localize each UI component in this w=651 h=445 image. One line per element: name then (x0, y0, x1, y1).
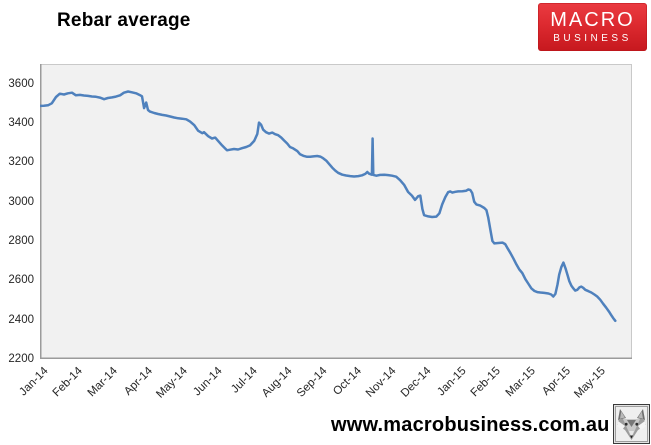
y-axis-tick-label: 3400 (8, 117, 34, 129)
x-axis-tick-label: Feb-15 (468, 365, 504, 400)
x-axis-tick-label: May-14 (154, 365, 190, 401)
x-axis-tick-label: Mar-15 (503, 365, 539, 400)
x-axis-tick-label: May-15 (572, 365, 608, 401)
y-axis-tick-label: 3200 (8, 156, 34, 169)
x-axis-tick-label: Jan-14 (17, 365, 51, 399)
y-axis-tick-label: 3600 (8, 77, 34, 90)
y-axis-tick-label: 3000 (8, 195, 34, 208)
x-axis-tick-label: Aug-14 (259, 365, 295, 400)
wolf-head-icon (613, 404, 650, 444)
footer-website-url: www.macrobusiness.com.au (331, 414, 610, 436)
line-chart-plot-area (40, 64, 632, 359)
x-axis-tick-label: Apr-15 (539, 365, 573, 398)
y-axis-tick-label: 2200 (8, 353, 34, 365)
logo-text-macro: MACRO (550, 8, 635, 31)
x-axis-tick-label: Jul-14 (228, 365, 260, 396)
x-axis-tick-label: Sep-14 (294, 365, 330, 400)
axis-lines (40, 64, 632, 359)
y-axis-tick-label: 2400 (8, 313, 34, 326)
x-axis-tick-label: Feb-14 (51, 365, 86, 400)
logo-text-business: BUSINESS (553, 32, 632, 44)
x-axis-tick-label: Apr-14 (122, 365, 155, 398)
x-axis-tick-label: Dec-14 (398, 365, 434, 400)
x-axis-tick-label: Jan-15 (435, 365, 469, 399)
x-axis-tick-label: Oct-14 (331, 365, 364, 398)
y-axis-tick-label: 2800 (8, 235, 34, 247)
x-axis-tick-label: Nov-14 (364, 365, 399, 400)
chart-title: Rebar average (57, 10, 191, 31)
macrobusiness-logo: MACRO BUSINESS (538, 3, 647, 51)
plot-background (40, 64, 632, 359)
rebar-price-line-series (40, 90, 617, 323)
x-axis-tick-label: Mar-14 (85, 365, 121, 400)
x-axis-tick-label: Jun-14 (191, 365, 225, 399)
y-axis-tick-label: 2600 (8, 274, 34, 287)
